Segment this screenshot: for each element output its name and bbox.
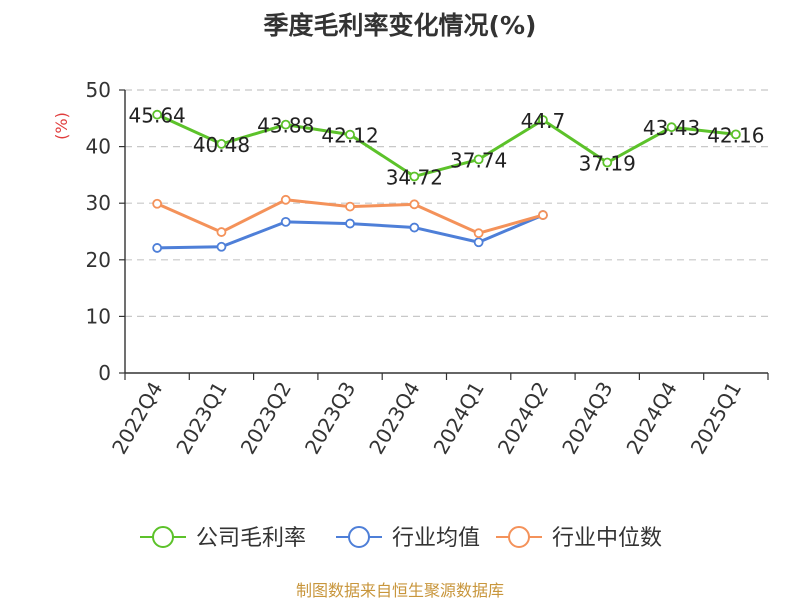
y-tick-label: 20: [86, 248, 111, 272]
data-point: [345, 201, 355, 212]
y-tick-label: 10: [86, 304, 111, 328]
legend-label: 行业均值: [392, 526, 480, 551]
series-group: [152, 194, 548, 239]
data-label: 43.43: [643, 116, 700, 140]
data-label: 34.72: [386, 165, 443, 189]
data-label: 44.7: [521, 109, 566, 133]
legend-item: 公司毛利率: [140, 526, 306, 551]
data-point: [280, 194, 291, 205]
data-point: [345, 129, 355, 140]
data-label: 37.19: [579, 152, 636, 176]
data-point: [409, 222, 420, 233]
data-labels: 45.64 40.48 43.88 42.12 34.72 37.74 44.7 37.19 4…: [129, 104, 765, 190]
x-tick-label: 2023Q3: [300, 378, 360, 459]
data-point: [473, 237, 484, 248]
legend-marker: [508, 526, 530, 548]
data-label: 42.12: [321, 124, 378, 148]
data-point: [409, 171, 420, 182]
data-label: 37.74: [450, 148, 507, 172]
y-tick-label: 40: [86, 135, 111, 159]
data-label: 40.48: [193, 133, 250, 157]
legend-item: 行业中位数: [496, 526, 662, 551]
x-tick-label: 2022Q4: [107, 378, 167, 459]
data-point: [666, 122, 677, 133]
series-lines: [152, 109, 741, 253]
x-tick-label: 2024Q4: [621, 378, 681, 459]
data-point: [602, 157, 613, 168]
data-point: [473, 154, 484, 165]
data-point: [538, 210, 548, 220]
series-line: [156, 113, 737, 178]
source-footnote: 制图数据来自恒生聚源数据库: [296, 581, 504, 600]
legend-label: 公司毛利率: [196, 526, 306, 551]
data-point: [345, 218, 355, 229]
series-group: [152, 210, 548, 253]
legend-label: 行业中位数: [552, 526, 662, 551]
data-point: [280, 216, 291, 227]
data-point: [409, 199, 420, 210]
data-point: [473, 228, 484, 239]
data-point: [538, 115, 548, 125]
data-label: 45.64: [129, 104, 186, 128]
data-label: 42.16: [707, 123, 764, 147]
x-tick-label: 2024Q1: [429, 378, 489, 459]
data-point: [152, 243, 163, 253]
data-point: [280, 119, 291, 130]
data-point: [152, 198, 163, 209]
legend-marker: [348, 526, 370, 548]
x-tick-label: 2023Q4: [364, 378, 424, 459]
data-point: [216, 227, 227, 237]
legend: 公司毛利率 行业均值 行业中位数: [140, 526, 662, 551]
data-point: [152, 109, 163, 120]
x-tick-label: 2023Q2: [236, 378, 296, 459]
x-tick-label: 2024Q3: [557, 378, 617, 459]
x-tick-label: 2023Q1: [171, 378, 231, 459]
data-label: 43.88: [257, 114, 314, 138]
legend-item: 行业均值: [336, 526, 480, 551]
x-tick-label: 2025Q1: [686, 378, 746, 459]
y-tick-label: 30: [86, 191, 111, 215]
y-tick-label: 0: [98, 361, 111, 385]
data-point: [730, 129, 741, 140]
legend-marker: [152, 526, 174, 548]
chart-title: 季度毛利率变化情况(%): [264, 11, 537, 40]
y-axis-unit-label: (%): [52, 112, 71, 140]
data-point: [216, 241, 227, 252]
data-point: [216, 138, 227, 149]
y-tick-label: 50: [86, 78, 111, 102]
series-group: [152, 109, 741, 182]
x-tick-label: 2024Q2: [493, 378, 553, 459]
